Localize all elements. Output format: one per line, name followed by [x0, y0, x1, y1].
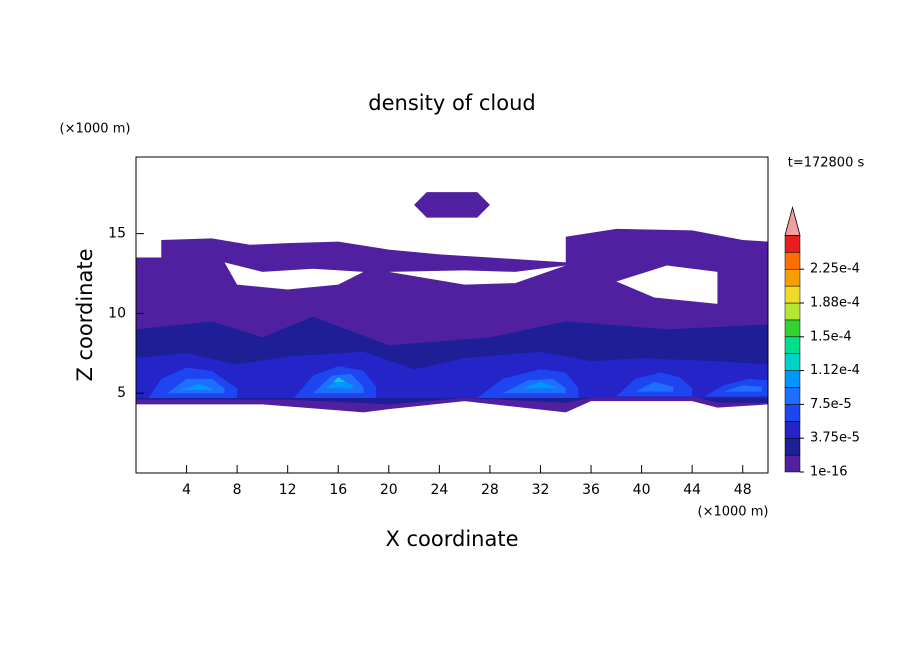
y-unit: (×1000 m) [60, 122, 131, 137]
chart-title: density of cloud [368, 91, 535, 115]
x-tick-label: 28 [481, 482, 499, 498]
y-tick-label: 5 [117, 385, 126, 401]
x-tick-label: 20 [380, 482, 398, 498]
colorbar-band [784, 319, 801, 338]
colorbar-band [784, 454, 801, 473]
colorbar-band [784, 252, 801, 270]
contour-region [325, 378, 354, 389]
x-tick-label: 44 [683, 482, 701, 498]
colorbar-tick-label: 1.88e-4 [810, 296, 860, 311]
colorbar-tick-label: 1.12e-4 [810, 363, 860, 378]
time-label: t=172800 s [788, 156, 865, 171]
colorbar-band [784, 235, 801, 253]
plot-frame [135, 156, 769, 474]
colorbar-band [784, 268, 801, 287]
contour-gap [224, 262, 364, 290]
y-axis-label: Z coordinate [73, 248, 97, 381]
x-tick-label: 32 [532, 482, 550, 498]
colorbar-tick-label: 3.75e-5 [810, 431, 860, 446]
colorbar-tick-label: 1.5e-4 [810, 329, 852, 344]
x-unit: (×1000 m) [698, 505, 769, 520]
x-tick-label: 36 [582, 482, 600, 498]
contour-region [333, 377, 346, 383]
contour-region [414, 192, 490, 218]
x-tick-label: 12 [279, 482, 297, 498]
x-axis-label: X coordinate [385, 527, 518, 551]
contour-gap [616, 265, 718, 304]
contour-region [635, 382, 674, 392]
colorbar-band [784, 336, 801, 354]
colorbar-band [784, 387, 801, 405]
colorbar-overflow [784, 205, 801, 236]
contour-region [521, 382, 556, 389]
y-tick-label: 15 [108, 226, 126, 242]
colorbar-band [784, 437, 801, 456]
x-tick-label: 4 [182, 482, 191, 498]
colorbar-band [784, 404, 801, 422]
contour-region [136, 351, 768, 398]
colorbar-band [784, 370, 801, 388]
x-tick-label: 40 [633, 482, 651, 498]
colorbar-band [784, 421, 801, 439]
colorbar-band [784, 302, 801, 321]
contour-region [180, 383, 212, 391]
x-tick-label: 48 [734, 482, 752, 498]
colorbar-tick-label: 1e-16 [810, 465, 848, 480]
colorbar-tick-label: 7.5e-5 [810, 397, 852, 412]
colorbar-band [784, 285, 801, 304]
x-tick-label: 8 [233, 482, 242, 498]
y-tick-label: 10 [108, 305, 126, 321]
x-tick-label: 24 [430, 482, 448, 498]
colorbar-band [784, 353, 801, 371]
x-tick-label: 16 [329, 482, 347, 498]
colorbar-tick-label: 2.25e-4 [810, 262, 860, 277]
contour-region [723, 385, 762, 392]
contour-gap [388, 265, 566, 285]
